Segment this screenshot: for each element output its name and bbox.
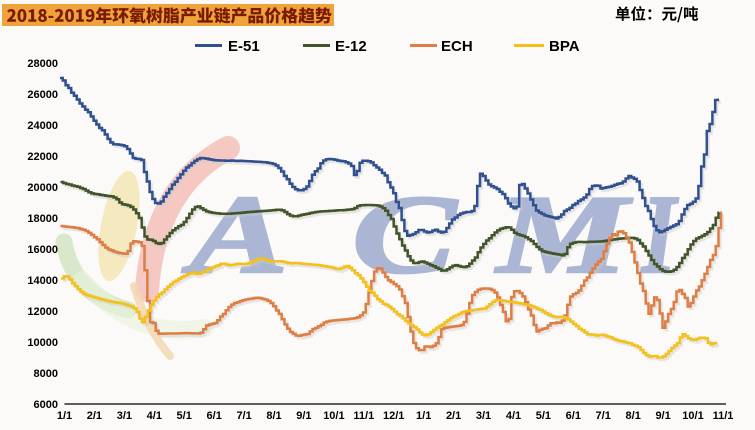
svg-text:2/1: 2/1 <box>87 410 102 422</box>
svg-text:BPA: BPA <box>549 38 580 55</box>
svg-text:12000: 12000 <box>27 306 58 318</box>
svg-text:24000: 24000 <box>27 120 58 132</box>
svg-text:8/1: 8/1 <box>626 410 641 422</box>
svg-text:6/1: 6/1 <box>207 410 222 422</box>
svg-text:3/1: 3/1 <box>117 410 132 422</box>
svg-text:1/1: 1/1 <box>57 410 72 422</box>
svg-text:4/1: 4/1 <box>506 410 521 422</box>
svg-text:4/1: 4/1 <box>147 410 162 422</box>
svg-text:2/1: 2/1 <box>446 410 461 422</box>
svg-text:10/1: 10/1 <box>682 410 703 422</box>
svg-text:3/1: 3/1 <box>476 410 491 422</box>
svg-text:9/1: 9/1 <box>296 410 311 422</box>
svg-text:28000: 28000 <box>27 58 58 70</box>
svg-text:20000: 20000 <box>27 182 58 194</box>
svg-text:7/1: 7/1 <box>596 410 611 422</box>
svg-text:18000: 18000 <box>27 213 58 225</box>
svg-text:1/1: 1/1 <box>416 410 431 422</box>
svg-text:6000: 6000 <box>34 399 58 411</box>
svg-text:A: A <box>182 173 288 297</box>
svg-text:8/1: 8/1 <box>266 410 281 422</box>
svg-text:11/1: 11/1 <box>713 410 734 422</box>
svg-text:E-12: E-12 <box>335 38 367 55</box>
svg-text:16000: 16000 <box>27 244 58 256</box>
svg-text:E-51: E-51 <box>228 38 260 55</box>
svg-text:26000: 26000 <box>27 89 58 101</box>
svg-text:ECH: ECH <box>441 38 473 55</box>
svg-text:12/1: 12/1 <box>383 410 404 422</box>
svg-text:5/1: 5/1 <box>536 410 551 422</box>
svg-text:10000: 10000 <box>27 337 58 349</box>
svg-text:I: I <box>640 173 678 297</box>
svg-text:6/1: 6/1 <box>566 410 581 422</box>
svg-text:14000: 14000 <box>27 275 58 287</box>
svg-text:C: C <box>352 173 458 297</box>
svg-text:22000: 22000 <box>27 151 58 163</box>
svg-text:8000: 8000 <box>34 368 58 380</box>
svg-text:5/1: 5/1 <box>177 410 192 422</box>
svg-text:11/1: 11/1 <box>353 410 374 422</box>
svg-text:10/1: 10/1 <box>323 410 344 422</box>
svg-text:9/1: 9/1 <box>655 410 670 422</box>
svg-text:7/1: 7/1 <box>236 410 251 422</box>
